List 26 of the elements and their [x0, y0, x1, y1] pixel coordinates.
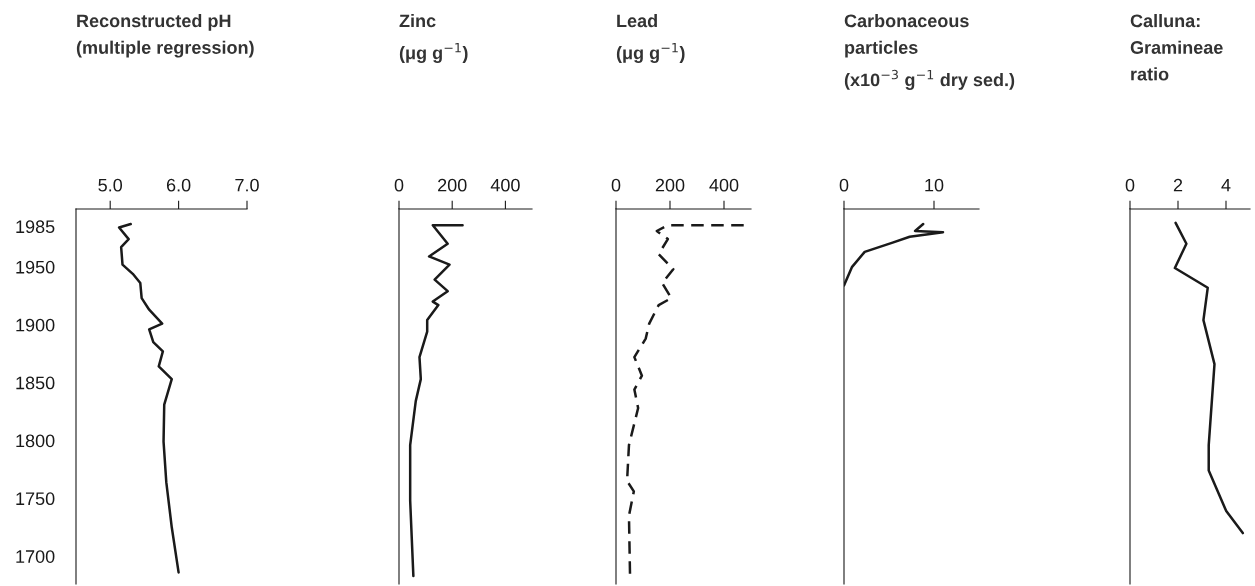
x-tick-label: 400	[709, 178, 739, 192]
y-tick-label: 1850	[16, 376, 55, 390]
x-tick-label: 200	[655, 178, 685, 192]
x-tick-label: 6.0	[166, 178, 191, 192]
x-tick-label: 2	[1173, 178, 1183, 192]
chart-title: Lead (μg g$^{−1}$)	[616, 14, 685, 63]
x-tick-label: 0	[839, 178, 849, 192]
y-tick-label: 1985	[16, 220, 55, 234]
x-tick-label: 7.0	[235, 178, 259, 192]
x-tick-label: 5.0	[98, 178, 123, 192]
x-tick-label: 10	[925, 178, 944, 192]
chart-title: Calluna: Gramineae ratio	[1130, 14, 1223, 81]
x-tick-label: 200	[438, 178, 467, 192]
chart-title: Carbonaceous particles (x10$^{−3}$ g$^{−1}$ dry sed.)	[844, 14, 1015, 90]
chart-title: Zinc (μg g$^{−1}$)	[399, 14, 468, 63]
x-tick-label: 0	[394, 178, 404, 192]
x-tick-label: 4	[1221, 178, 1231, 192]
y-tick-label: 1900	[16, 318, 55, 332]
y-tick-label: 1950	[16, 260, 55, 274]
y-tick-label: 1800	[16, 434, 55, 448]
y-tick-label: 1750	[16, 492, 55, 506]
x-tick-label: 0	[611, 178, 621, 192]
x-tick-label: 400	[490, 178, 520, 192]
x-tick-label: 0	[1125, 178, 1135, 192]
y-tick-label: 1700	[16, 550, 55, 563]
chart-title: Reconstructed pH (multiple regression)	[76, 14, 254, 58]
